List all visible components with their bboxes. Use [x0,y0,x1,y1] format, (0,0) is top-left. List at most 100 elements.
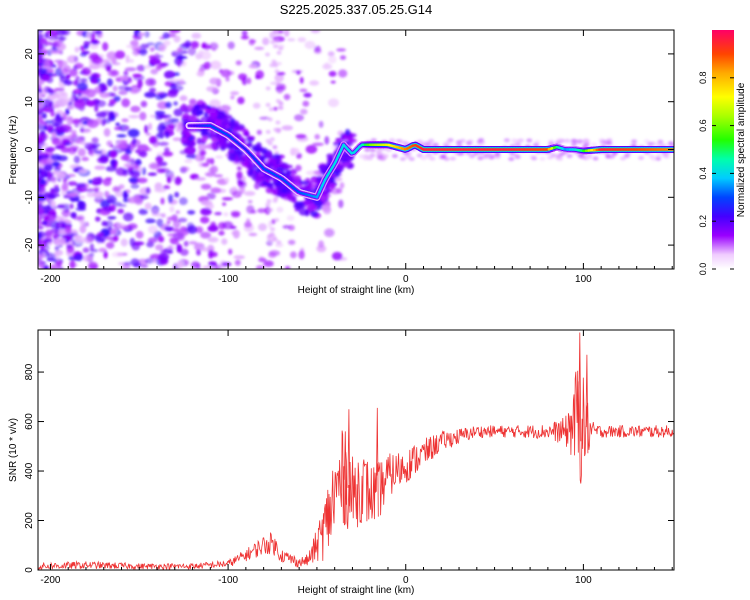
spectrogram-cell [281,125,294,131]
spectrogram-cell [248,200,253,204]
spectrogram-cell [103,190,110,198]
spectrogram-cell [195,177,207,181]
spectrogram-cell [45,146,56,152]
spectrogram-cell [265,86,271,91]
spectrogram-cell [221,197,233,201]
spectrogram-cell [94,150,103,154]
spectrogram-cell [314,134,321,140]
spectrogram-cell [78,168,88,174]
spectrogram-cell [58,143,66,149]
spectrogram-cell [124,163,136,168]
spectrogram-cell [230,95,235,100]
spectrogram-cell [38,200,43,210]
spectrogram-cell [248,38,255,46]
spectrogram-cell [74,253,84,262]
spectrogram-cell [154,188,167,193]
spectrogram-cell [126,44,133,49]
spectrogram-cell [255,142,262,149]
spectrogram-cell [234,259,241,266]
spectrogram-cell [45,230,53,240]
spectrogram-cell [143,31,150,38]
spectrogram-cell [174,176,182,186]
spectrogram-cell [503,138,510,143]
spectrogram-cell [130,158,136,166]
spectrogram-cell [38,215,42,223]
spectrogram-cell [77,200,86,210]
colorbar-tick-label: 0.0 [698,263,708,276]
spectrogram-cell [272,237,278,242]
spectrogram-cell [383,154,389,158]
spectrogram-cell [47,34,59,41]
spectrogram-cell [273,196,279,201]
spectrogram-cell [248,64,258,69]
spectrogram-cell [109,111,114,118]
colorbar-tick-label: 0.4 [698,167,708,180]
spectrogram-cell [246,141,253,148]
spectrogram-cell [139,150,148,158]
spectrogram-cell [318,120,324,128]
spectrogram-cell [220,69,232,78]
spectrogram-cell [86,30,91,40]
spectrogram-cell [564,138,571,143]
spectrogram-cell [52,228,60,237]
spectrogram-cell [176,260,184,269]
spectrogram-cell [177,58,182,68]
spectrogram-cell [485,152,492,157]
snr-ytick-label: 200 [24,512,35,529]
spectrogram-cell [137,32,146,36]
spectrogram-cell [605,154,612,159]
spectrogram-cell [363,154,370,159]
snr-background [38,330,674,570]
spectrogram-cell [80,126,84,133]
spectrogram-cell [145,132,151,136]
colorbar-tick-label: 0.8 [698,72,708,85]
spectrogram-cell [150,68,159,75]
spectrogram-cell [174,191,180,198]
spectrogram-cell [156,218,164,228]
spectrogram-cell [42,210,50,214]
spectrogram-cell [114,190,125,197]
snr-ytick-label: 400 [24,462,35,479]
spectrogram-cell [230,91,240,96]
spectrogram-cell [187,47,197,56]
spectrogram-cell [63,115,74,121]
spectrogram-cell [77,93,82,97]
spectrogram-cell [132,241,145,246]
spectrogram-cell [146,241,155,248]
spectrogram-cell [324,228,335,237]
spectrogram-cell [126,166,135,171]
spectrogram-cell [585,155,592,160]
spectrogram-cell [233,125,242,132]
spectrogram-cell [287,38,296,42]
spectrogram-cell [73,88,82,95]
spectrogram-cell [187,104,193,112]
spectrogram-cell [100,85,106,93]
spectrogram-xlabel: Height of straight line (km) [298,285,415,296]
spectrogram-cell [38,154,50,160]
spectrogram-cell [269,31,276,40]
spectrogram-cell [364,147,371,152]
spectrogram-cell [79,220,85,226]
spectrogram-cell [290,168,298,175]
spectrogram-cell [284,266,291,269]
spectrogram-cell [76,62,82,69]
spectrogram-cell [103,206,114,213]
spectrogram-cell [107,216,117,220]
spectrogram-cell [246,205,255,214]
spectrogram-cell [49,42,59,47]
spectrogram-cell [154,91,165,95]
spectrogram-cell [144,202,152,210]
spectrogram-cell [191,32,202,39]
spectrogram-cell [129,237,136,247]
spectrogram-cell [330,80,336,84]
spectrogram-cell [51,117,63,125]
spectrogram-ytick-label: 20 [24,48,35,60]
spectrogram-cell [52,104,61,109]
spectrogram-cell [330,187,341,195]
spectrogram-cell [445,140,452,144]
spectrogram-cell [200,216,210,224]
spectrogram-cell [265,129,271,134]
spectrogram-cell [106,140,113,147]
spectrogram-cell [336,48,347,52]
spectrogram-cell [71,132,77,139]
